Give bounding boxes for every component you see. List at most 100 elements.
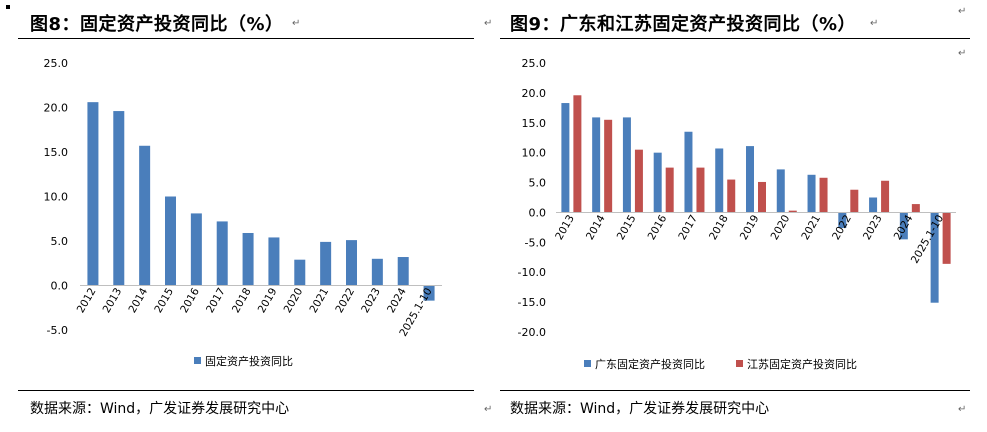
bar [294,259,306,286]
bar [942,212,951,264]
y-tick-label: -15.0 [518,296,546,309]
y-tick-label: 10.0 [44,191,69,204]
x-tick-label: 2012 [75,286,99,315]
bar [165,196,176,286]
right-source-rule [500,390,970,391]
paragraph-mark: ↵ [484,404,493,415]
y-tick-label: 10.0 [522,147,547,160]
bar [242,232,254,286]
right-source-text: 数据来源：Wind，广发证券发展研究中心 [510,401,770,417]
paragraph-mark: ↵ [484,18,493,29]
x-tick-label: 2014 [126,286,150,315]
paragraph-mark: ↵ [958,48,967,59]
x-tick-label: 2024 [385,286,409,315]
bar [139,145,151,286]
paragraph-mark: ↵ [292,18,301,29]
paragraph-mark: ↵ [958,404,967,415]
bar [268,237,280,286]
bar [911,204,920,213]
y-tick-label: 0.0 [51,280,69,293]
left-chart-title: 图8：固定资产投资同比（%） [30,14,284,35]
legend-swatch [194,357,201,364]
bar [320,241,332,286]
bar [788,210,797,213]
x-tick-label: 2023 [359,286,383,315]
left-source-text: 数据来源：Wind，广发证券发展研究中心 [30,401,290,417]
x-tick-label: 2020 [769,213,793,242]
x-tick-label: 2020 [282,286,306,315]
y-tick-label: 15.0 [44,146,69,159]
bar [190,213,202,286]
y-tick-label: -20.0 [518,326,546,339]
paragraph-mark: ↵ [958,6,967,17]
bar [696,167,705,213]
bar [371,258,383,286]
paragraph-mark: ↵ [870,18,879,29]
x-tick-label: 2024 [892,213,916,242]
x-tick-label: 2016 [178,286,202,315]
legend-label: 广东固定资产投资同比 [595,357,705,371]
x-tick-label: 2022 [830,213,854,242]
bar [899,212,908,240]
bar [727,179,736,213]
bar [819,177,828,213]
x-tick-label: 2021 [799,213,823,242]
bar [665,167,674,213]
bar [850,189,859,213]
y-tick-label: 0.0 [529,206,547,219]
bar [216,221,228,286]
bar [758,181,766,213]
x-tick-label: 2019 [738,213,762,242]
y-tick-label: 15.0 [522,117,547,130]
x-tick-label: 2017 [204,286,228,315]
bar [561,103,570,213]
y-tick-label: -5.0 [47,324,68,337]
y-tick-label: -5.0 [525,236,546,249]
x-tick-label: 2013 [101,286,125,315]
bar [622,117,631,213]
x-tick-label: 2023 [861,213,885,242]
bar [684,131,693,213]
right-bar-chart: 25.0 20.0 15.0 10.0 5.0 0.0 -5.0 -10.0 -15.0 -20.… [518,57,956,371]
bar [397,257,409,286]
bar [776,169,785,213]
y-tick-label: 25.0 [522,57,547,70]
bullet-marker [6,5,10,9]
bar [346,240,357,286]
bar [634,149,643,213]
y-tick-label: 5.0 [529,177,547,190]
bar [573,95,582,213]
x-tick-label: 2022 [333,286,357,315]
legend-swatch [736,360,743,367]
left-title-rule [18,38,474,39]
x-tick-label: 2015 [152,286,176,315]
bar [838,212,847,228]
bar [715,148,724,213]
bar [113,111,125,286]
x-tick-label: 2021 [307,286,331,315]
x-tick-label: 2015 [615,213,639,242]
x-tick-label: 2018 [707,213,731,242]
bar [746,146,754,213]
bar [87,102,99,286]
x-tick-label: 2014 [584,213,608,242]
x-tick-label: 2019 [256,286,280,315]
y-tick-label: -10.0 [518,266,546,279]
bar [592,117,601,213]
x-tick-label: 2018 [230,286,254,315]
bar [423,285,435,301]
legend-swatch [584,360,591,367]
y-tick-label: 20.0 [522,87,547,100]
x-tick-label: 2016 [646,213,670,242]
x-tick-label: 2025.1-10 [909,213,946,266]
bar [604,119,613,213]
bar [807,174,816,213]
x-tick-label: 2013 [553,213,577,242]
bar [881,180,890,213]
bar [653,152,662,213]
bar [869,197,878,213]
left-source-rule [18,390,474,391]
bar [930,212,939,303]
y-tick-label: 5.0 [51,235,69,248]
